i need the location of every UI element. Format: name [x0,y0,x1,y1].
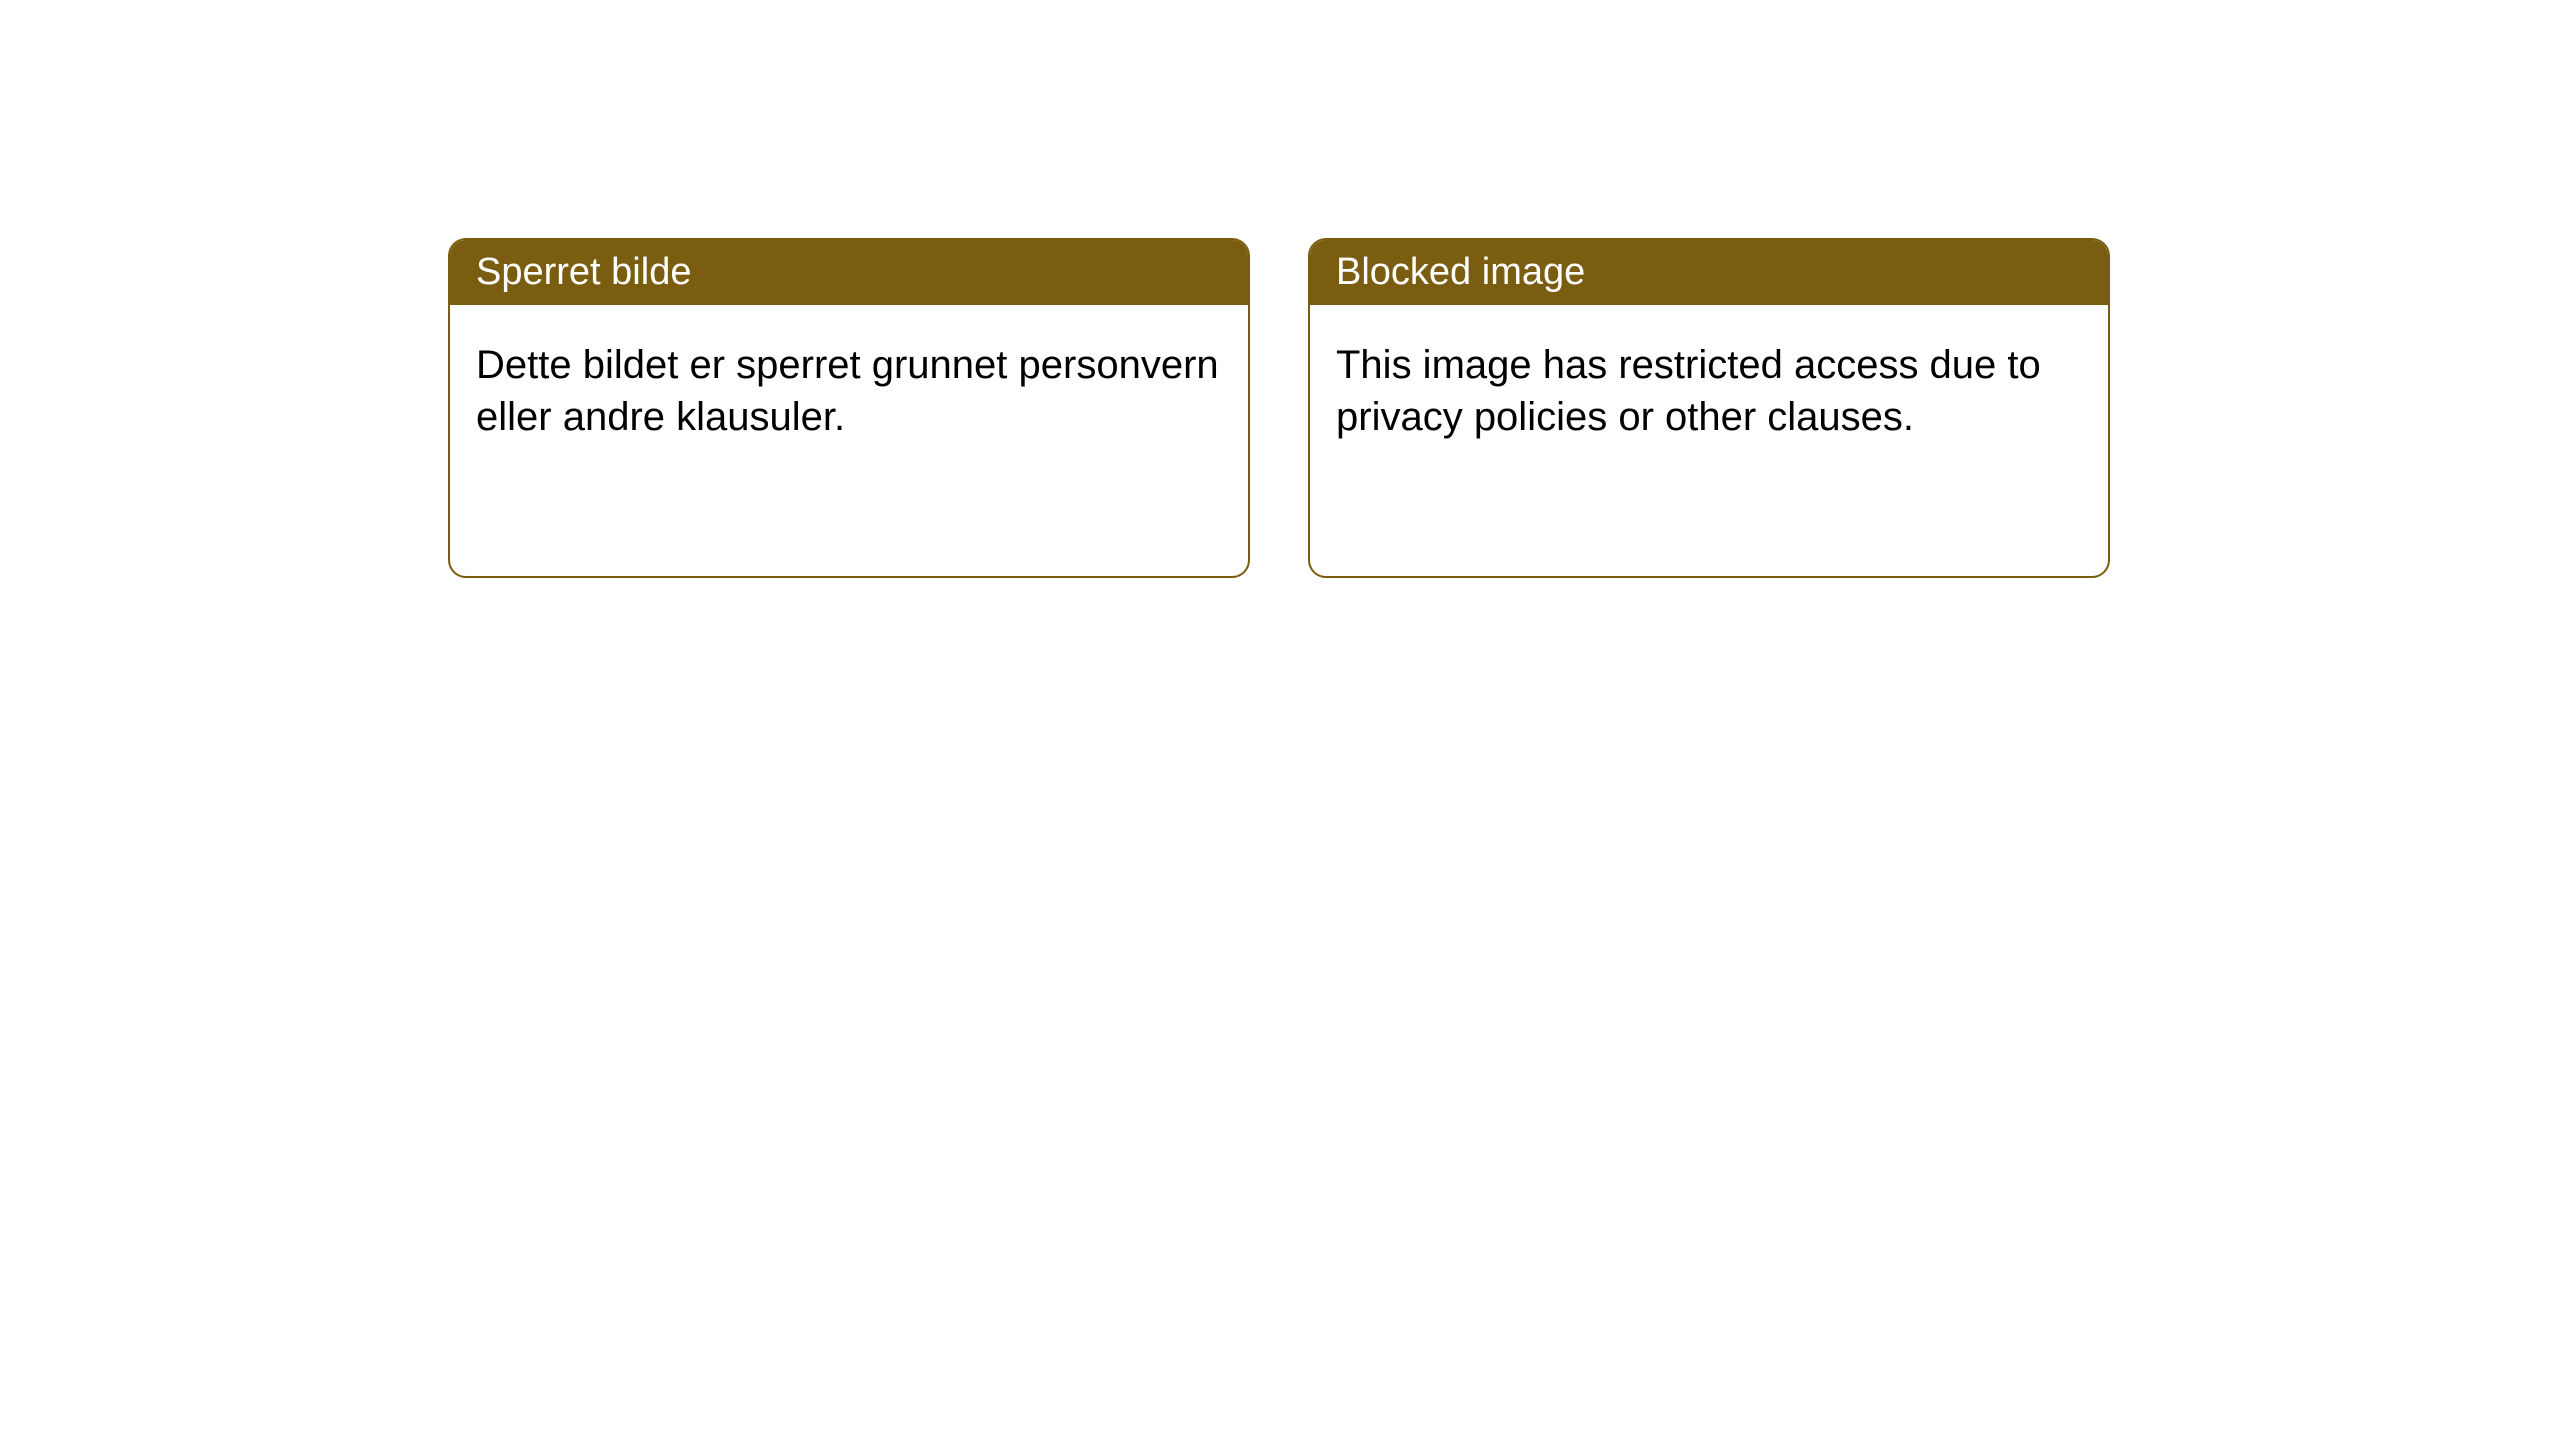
notice-card-english: Blocked image This image has restricted … [1308,238,2110,578]
card-body: Dette bildet er sperret grunnet personve… [450,305,1248,477]
notice-cards-container: Sperret bilde Dette bildet er sperret gr… [448,238,2110,578]
notice-card-norwegian: Sperret bilde Dette bildet er sperret gr… [448,238,1250,578]
card-header: Sperret bilde [450,240,1248,305]
card-body: This image has restricted access due to … [1310,305,2108,477]
card-header: Blocked image [1310,240,2108,305]
